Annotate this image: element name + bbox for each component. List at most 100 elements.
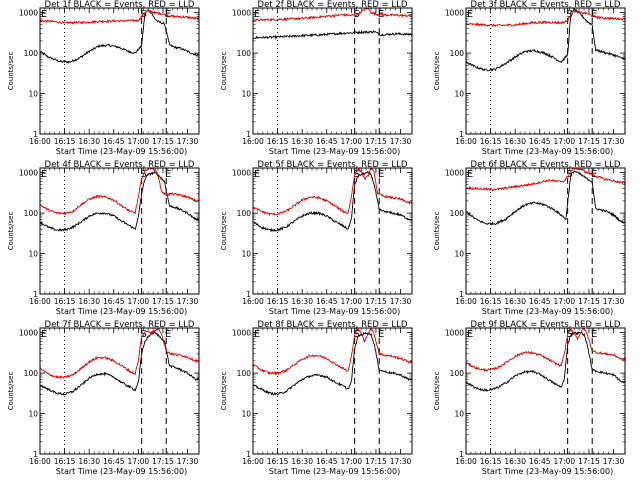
y-tick-label: 1000 [232,329,251,338]
x-tick-label: 17:15 [152,457,174,466]
y-tick-label: 1000 [232,9,251,18]
x-axis: 16:00 16:15 16:30 16:45 17:00 17:15 17:30 [242,168,412,306]
x-tick-label: 17:15 [365,297,387,306]
panel-det-3f: Det 3f BLACK = Events, RED = LLD Counts/s… [433,0,626,156]
y-tick-label: 1 [459,450,464,459]
panel-title: Det 7f BLACK = Events, RED = LLD [45,320,195,330]
traces [253,8,412,40]
marker-letter-e: E [165,169,171,180]
traces [466,8,625,72]
series-events [40,331,199,396]
plot-frame [252,327,413,455]
y-tick-label: 10 [241,90,251,99]
x-tick-label: 16:45 [103,457,125,466]
plot-frame [252,7,413,135]
x-tick-label: 16:30 [78,137,100,146]
series-events [253,170,412,233]
y-axis-label: Counts/sec [433,372,441,411]
panel-det-9f: Det 9f BLACK = Events, RED = LLD Counts/s… [433,320,626,476]
series-lld [253,168,412,217]
traces [40,168,199,232]
x-tick-label: 16:30 [504,137,526,146]
panel-title: Det 4f BLACK = Events, RED = LLD [45,160,195,170]
x-axis-label: Start Time (23-May-09 15:56:00) [269,307,400,316]
marker-letter-e: E [165,329,171,340]
y-tick-label: 1000 [19,329,38,338]
marker-letter-e: E [254,169,260,180]
x-axis-label: Start Time (23-May-09 15:56:00) [482,147,613,156]
traces [40,328,199,396]
x-axis-label: Start Time (23-May-09 15:56:00) [56,467,187,476]
x-tick-label: 16:45 [316,457,338,466]
traces [40,9,199,64]
x-axis-label: Start Time (23-May-09 15:56:00) [269,147,400,156]
marker-letter-s: S [566,329,572,340]
y-axis-label: Counts/sec [7,52,15,91]
plot-frame [39,7,200,135]
x-tick-label: 17:00 [128,297,150,306]
panel-title: Det 5f BLACK = Events, RED = LLD [258,160,408,170]
x-tick-label: 17:30 [390,297,412,306]
x-tick-label: 16:15 [267,137,289,146]
x-tick-label: 16:45 [529,457,551,466]
y-tick-label: 1000 [445,169,464,178]
y-tick-label: 1 [246,450,251,459]
x-tick-label: 17:00 [341,297,363,306]
y-axis-label: Counts/sec [220,372,228,411]
x-tick-label: 16:15 [54,457,76,466]
x-tick-label: 16:45 [316,137,338,146]
y-tick-label: 1 [459,290,464,299]
panel-title: Det 9f BLACK = Events, RED = LLD [471,320,621,330]
y-tick-label: 100 [450,49,465,58]
y-tick-label: 100 [24,209,39,218]
y-tick-label: 100 [24,369,39,378]
marker-letter-e: E [378,169,384,180]
x-tick-label: 16:15 [480,137,502,146]
marker-letter-e: E [467,169,473,180]
y-tick-label: 1000 [19,9,38,18]
y-axis-label: Counts/sec [220,52,228,91]
y-tick-label: 10 [454,410,464,419]
x-tick-label: 16:00 [455,457,477,466]
x-tick-label: 16:45 [529,137,551,146]
y-axis-label: Counts/sec [220,212,228,251]
y-tick-label: 10 [241,250,251,259]
x-tick-label: 17:15 [578,457,600,466]
x-tick-label: 17:15 [365,137,387,146]
x-tick-label: 16:00 [29,457,51,466]
y-tick-label: 100 [237,209,252,218]
x-tick-label: 16:00 [29,297,51,306]
x-tick-label: 16:00 [455,297,477,306]
panel-title: Det 2f BLACK = Events, RED = LLD [258,0,408,10]
y-tick-label: 100 [450,369,465,378]
y-axis-label: Counts/sec [433,212,441,251]
y-tick-label: 10 [454,250,464,259]
y-tick-label: 1000 [232,169,251,178]
x-tick-label: 17:15 [152,297,174,306]
x-tick-label: 16:00 [242,137,264,146]
marker-letter-e: E [254,9,260,20]
panel-det-1f: Det 1f BLACK = Events, RED = LLD Counts/s… [7,0,200,156]
x-tick-label: 16:45 [103,297,125,306]
marker-letter-s: S [353,169,359,180]
y-tick-label: 10 [241,410,251,419]
x-tick-label: 16:15 [267,297,289,306]
y-tick-label: 1 [33,450,38,459]
marker-letter-s: S [566,169,572,180]
marker-letter-s: S [566,9,572,20]
y-tick-label: 10 [454,90,464,99]
series-lld [40,9,199,25]
traces [253,168,412,233]
x-tick-label: 17:00 [128,457,150,466]
marker-letter-e: E [591,9,597,20]
x-tick-label: 16:30 [78,457,100,466]
plot-frame [39,327,200,455]
y-tick-label: 100 [237,49,252,58]
x-tick-label: 17:15 [152,137,174,146]
y-tick-label: 100 [24,49,39,58]
series-events [40,170,199,232]
y-axis-label: Counts/sec [7,372,15,411]
x-axis-label: Start Time (23-May-09 15:56:00) [482,307,613,316]
